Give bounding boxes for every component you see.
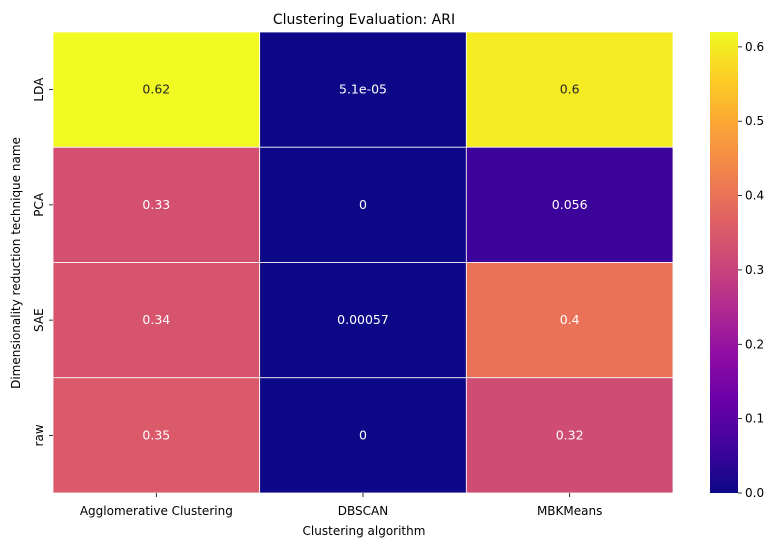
colorbar-tick-label: 0.5: [745, 114, 764, 128]
x-tick-label: MBKMeans: [537, 504, 602, 518]
y-tick-label: PCA: [32, 192, 46, 217]
cell-annotation: 0: [359, 427, 367, 442]
heatmap-cell: [465, 377, 674, 494]
heatmap-cell: [465, 31, 674, 148]
heatmap-cell: [52, 31, 261, 148]
heatmap-cell: [465, 146, 674, 263]
colorbar-tick-label: 0.1: [745, 412, 764, 426]
heatmap-cell: [259, 31, 467, 148]
cell-annotation: 0.4: [560, 312, 580, 327]
cell-annotation: 0.34: [142, 312, 170, 327]
cell-annotation: 0.056: [552, 197, 588, 212]
heatmap-cell: [259, 146, 467, 263]
cell-annotation: 0: [359, 197, 367, 212]
heatmap-cell: [259, 262, 467, 379]
y-tick-label: LDA: [32, 77, 46, 102]
y-tick-label: SAE: [32, 308, 46, 332]
cell-annotation: 0.32: [556, 427, 584, 442]
heatmap-cell: [52, 377, 261, 494]
cell-annotation: 0.00057: [337, 312, 389, 327]
y-axis-ticks: LDA PCA SAE raw: [32, 77, 53, 446]
y-axis-label: Dimensionality reduction technique name: [9, 137, 23, 389]
colorbar: [710, 32, 738, 493]
x-tick-label: Agglomerative Clustering: [80, 504, 233, 518]
heatmap-cell: [52, 262, 261, 379]
colorbar-tick-label: 0.6: [745, 40, 764, 54]
colorbar-tick-label: 0.3: [745, 263, 764, 277]
y-tick-label: raw: [32, 424, 46, 446]
cell-annotation: 0.6: [560, 82, 580, 97]
x-tick-label: DBSCAN: [338, 504, 388, 518]
cell-annotation: 0.33: [142, 197, 170, 212]
x-axis-ticks: Agglomerative Clustering DBSCAN MBKMeans: [80, 493, 602, 518]
colorbar-ticks: 0.0 0.1 0.2 0.3 0.4 0.5 0.6: [738, 40, 764, 500]
chart-title: Clustering Evaluation: ARI: [273, 12, 455, 28]
cell-annotation: 0.35: [142, 427, 170, 442]
colorbar-tick-label: 0.4: [745, 189, 764, 203]
x-axis-label: Clustering algorithm: [303, 524, 426, 538]
colorbar-tick-label: 0.2: [745, 337, 764, 351]
heatmap-cells: 0.62 5.1e-05 0.6 0.33 0 0.056 0.34 0.00057 0.4 0.…: [52, 31, 674, 494]
heatmap-cell: [52, 146, 261, 263]
colorbar-tick-label: 0.0: [745, 486, 764, 500]
cell-annotation: 5.1e-05: [339, 82, 387, 97]
cell-annotation: 0.62: [142, 82, 170, 97]
